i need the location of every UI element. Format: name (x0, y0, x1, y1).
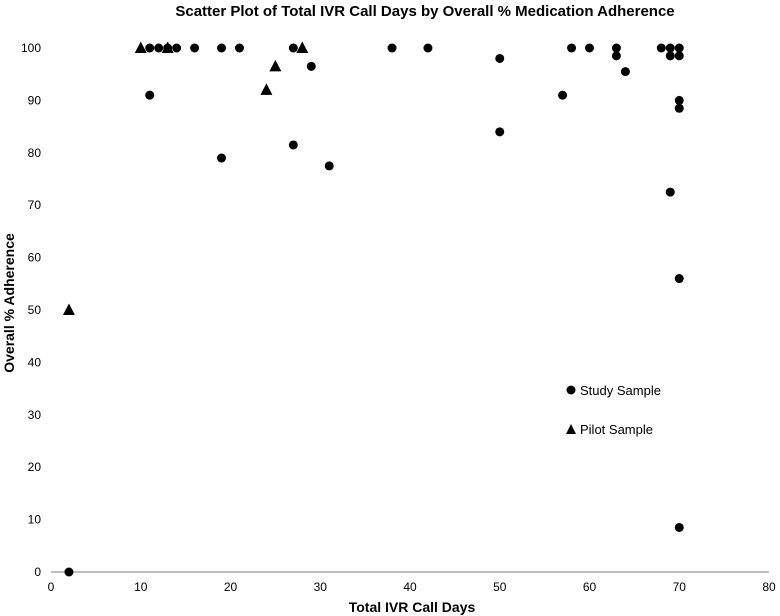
y-tick-label: 30 (28, 408, 42, 422)
legend-pilot-marker (566, 424, 576, 434)
x-axis-ticks: 0 10 20 30 40 50 60 70 80 (48, 580, 776, 594)
pilot-sample-point (260, 83, 273, 95)
legend-study-marker (566, 385, 576, 395)
pilot-sample-point (62, 303, 75, 315)
study-sample-point (674, 522, 684, 532)
study-sample-point (234, 43, 244, 53)
y-axis-ticks: 0 10 20 30 40 50 60 70 80 90 100 (21, 41, 41, 579)
study-sample-point (656, 43, 666, 53)
study-sample-point (190, 43, 200, 53)
y-tick-label: 60 (28, 251, 42, 265)
study-sample-point (217, 153, 227, 163)
x-tick-label: 70 (673, 580, 687, 594)
chart-title: Scatter Plot of Total IVR Call Days by O… (175, 3, 674, 20)
study-sample-point (495, 127, 505, 137)
study-sample-point (674, 103, 684, 113)
x-tick-label: 30 (314, 580, 328, 594)
x-tick-label: 40 (403, 580, 417, 594)
x-tick-label: 0 (48, 580, 55, 594)
study-sample-point (495, 53, 505, 63)
study-sample-point (423, 43, 433, 53)
y-tick-label: 70 (28, 198, 42, 212)
pilot-sample-point (161, 41, 174, 53)
study-sample-point (674, 43, 684, 53)
y-tick-label: 90 (28, 93, 42, 107)
pilot-sample-point (296, 41, 309, 53)
study-sample-point (567, 43, 577, 53)
data-points (62, 41, 684, 577)
y-tick-label: 80 (28, 146, 42, 160)
y-tick-label: 20 (28, 460, 42, 474)
study-sample-point (674, 95, 684, 105)
x-tick-label: 50 (493, 580, 507, 594)
x-tick-label: 80 (762, 580, 776, 594)
study-sample-point (674, 51, 684, 61)
legend-study-label: Study Sample (580, 383, 661, 398)
study-sample-point (620, 67, 630, 77)
study-sample-point (558, 90, 568, 100)
pilot-sample-point (134, 41, 147, 53)
study-sample-point (585, 43, 594, 53)
study-sample-point (324, 161, 334, 171)
y-axis-title: Overall % Adherence (1, 233, 17, 373)
x-axis-title: Total IVR Call Days (349, 599, 476, 615)
study-sample-point (611, 51, 621, 61)
study-sample-point (288, 140, 298, 150)
y-tick-label: 50 (28, 303, 42, 317)
study-sample-point (145, 43, 155, 53)
study-sample-point (64, 567, 74, 577)
study-sample-point (674, 274, 684, 284)
legend: Study Sample Pilot Sample (566, 383, 661, 437)
study-sample-point (387, 43, 397, 53)
study-sample-point (665, 51, 675, 61)
y-tick-label: 0 (34, 565, 41, 579)
study-sample-point (611, 43, 621, 53)
x-tick-label: 60 (583, 580, 597, 594)
study-sample-point (154, 43, 164, 53)
x-tick-label: 20 (224, 580, 238, 594)
legend-pilot-label: Pilot Sample (580, 422, 653, 437)
study-sample-point (288, 43, 298, 53)
pilot-sample-point (269, 59, 282, 72)
study-sample-point (172, 43, 182, 53)
x-tick-label: 10 (134, 580, 148, 594)
y-tick-label: 40 (28, 355, 42, 369)
study-sample-point (665, 43, 675, 53)
y-tick-label: 10 (28, 513, 42, 527)
study-sample-point (306, 61, 316, 71)
study-sample-point (665, 187, 675, 197)
study-sample-point (145, 90, 155, 100)
study-sample-point (217, 43, 227, 53)
y-tick-label: 100 (21, 41, 41, 55)
